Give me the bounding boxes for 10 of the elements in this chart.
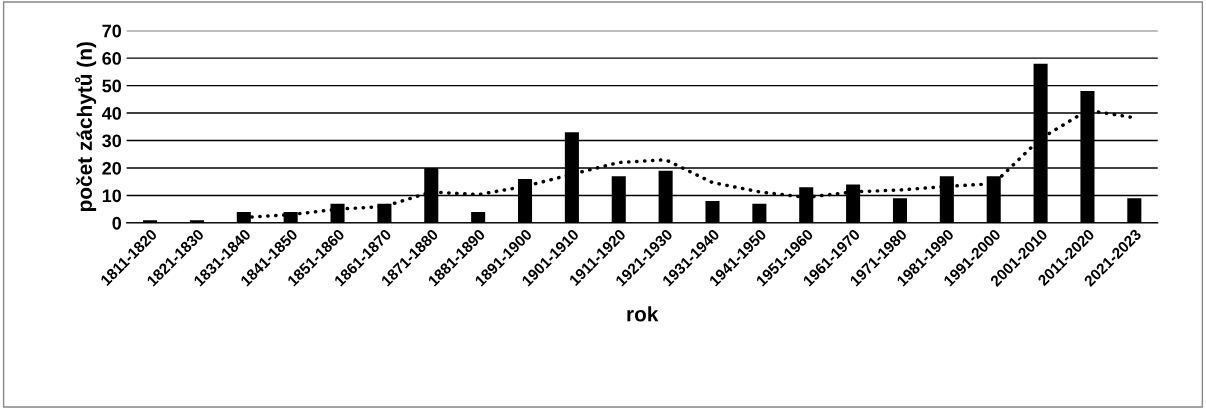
y-tick-label: 50 — [102, 79, 122, 93]
y-tick-label: 0 — [112, 216, 122, 230]
y-tick-label: 60 — [102, 52, 122, 65]
y-tick-label: 40 — [101, 106, 122, 120]
y-tick-label: 30 — [102, 134, 122, 148]
y-tick-label: 70 — [102, 24, 122, 38]
y-tick-label: 20 — [102, 161, 122, 175]
x-axis-title: rok — [627, 306, 659, 322]
y-axis-title: počet záchytů (n) — [75, 42, 97, 212]
y-tick-label: 10 — [102, 189, 122, 203]
